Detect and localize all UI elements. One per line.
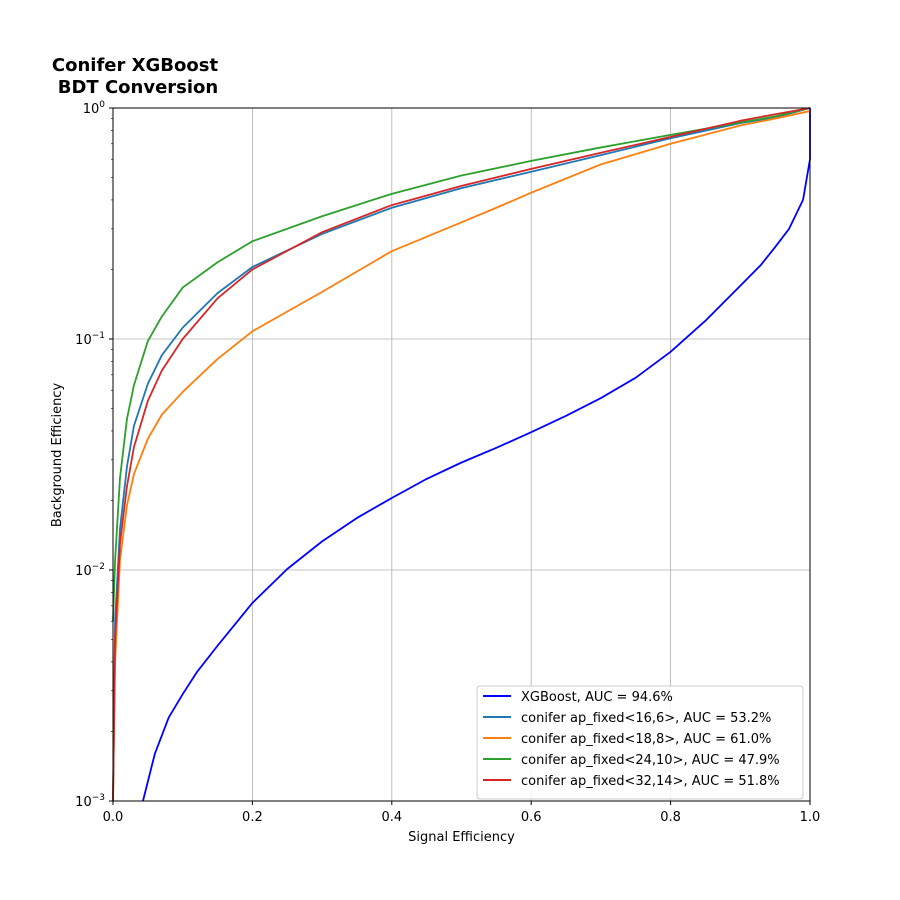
y-tick-label: 10−1 xyxy=(75,331,105,348)
y-tick-label: 10−2 xyxy=(75,562,105,579)
y-tick-base: 10 xyxy=(75,795,92,810)
legend-label: conifer ap_fixed<18,8>, AUC = 61.0% xyxy=(521,732,771,747)
y-tick-base: 10 xyxy=(75,564,92,579)
y-tick-exponent: 0 xyxy=(99,100,105,110)
y-tick-exponent: −1 xyxy=(92,331,105,341)
x-tick-label: 0.8 xyxy=(660,810,681,825)
x-axis-label: Signal Efficiency xyxy=(408,830,515,845)
y-tick-base: 10 xyxy=(83,102,100,117)
y-tick-label: 100 xyxy=(83,100,106,117)
legend-label: conifer ap_fixed<16,6>, AUC = 53.2% xyxy=(521,711,771,726)
series-line-2 xyxy=(112,107,811,802)
y-tick-label: 10−3 xyxy=(75,793,105,810)
legend-label: XGBoost, AUC = 94.6% xyxy=(521,690,673,705)
x-tick-label: 0.2 xyxy=(242,810,263,825)
legend-box xyxy=(476,685,804,800)
legend-item: conifer ap_fixed<16,6>, AUC = 53.2% xyxy=(483,711,771,726)
series-line-5 xyxy=(112,107,811,802)
x-tick-label: 0.6 xyxy=(521,810,542,825)
y-tick-exponent: −3 xyxy=(92,793,105,803)
legend-item: conifer ap_fixed<18,8>, AUC = 61.0% xyxy=(483,732,771,747)
series-lines xyxy=(112,107,811,802)
legend-item: conifer ap_fixed<32,14>, AUC = 51.8% xyxy=(483,774,780,789)
legend-item: XGBoost, AUC = 94.6% xyxy=(483,690,673,705)
legend-label: conifer ap_fixed<24,10>, AUC = 47.9% xyxy=(521,753,780,768)
x-tick-label: 1.0 xyxy=(800,810,821,825)
plot-frame xyxy=(112,107,811,802)
y-tick-exponent: −2 xyxy=(92,562,105,572)
legend-item: conifer ap_fixed<24,10>, AUC = 47.9% xyxy=(483,753,780,768)
series-line-1 xyxy=(142,108,811,802)
y-tick-base: 10 xyxy=(75,333,92,348)
series-line-4 xyxy=(112,107,811,622)
x-tick-label: 0.4 xyxy=(381,810,402,825)
chart-title-line-1: Conifer XGBoost xyxy=(52,55,219,76)
x-tick-label: 0.0 xyxy=(103,810,124,825)
y-axis-label: Background Efficiency xyxy=(50,383,65,528)
chart-title-line-2: BDT Conversion xyxy=(58,77,218,98)
legend-label: conifer ap_fixed<32,14>, AUC = 51.8% xyxy=(521,774,780,789)
series-line-3 xyxy=(112,110,811,802)
legend: XGBoost, AUC = 94.6% conifer ap_fixed<16,… xyxy=(476,685,804,800)
